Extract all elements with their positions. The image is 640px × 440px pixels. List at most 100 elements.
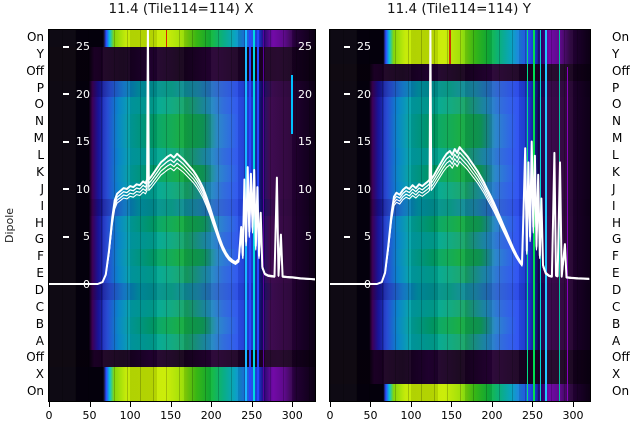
heatmap-row (330, 350, 590, 368)
heatmap-row (49, 80, 315, 98)
red-marker-line (165, 30, 168, 48)
value-tick-label: 20 (76, 87, 90, 101)
heatmap-row (49, 114, 315, 132)
heatmap-row (49, 266, 315, 284)
value-tick-label-right: 20 (298, 87, 312, 101)
heatmap-panel-x: 25 20 15 10 5 0 25 20 15 10 5 (48, 29, 316, 402)
heatmap-row (49, 131, 315, 149)
value-tick-dash (344, 45, 350, 48)
row-label-right: Off (612, 350, 630, 365)
row-label-left: On (26, 30, 44, 44)
x-tick-label: 100 (400, 409, 422, 422)
value-tick-dash (63, 235, 69, 238)
row-label-left: M (33, 131, 44, 146)
row-label-right: C (612, 299, 621, 314)
row-label-right: A (612, 333, 621, 348)
spectrum-line (330, 45, 590, 285)
spectrum-line (330, 36, 590, 285)
x-tick-mark (410, 401, 412, 407)
x-tick-mark (170, 401, 172, 407)
row-label-left: O (34, 97, 44, 112)
rfi-stripe (263, 30, 265, 401)
row-label-right: K (612, 164, 620, 179)
heatmap-row (330, 198, 590, 216)
row-label-left: F (37, 249, 44, 264)
x-tick-label: 0 (45, 409, 53, 422)
heatmap-row (49, 333, 315, 351)
value-tick-label: 10 (76, 182, 90, 196)
x-tick-mark (292, 401, 294, 407)
row-label-right: Off (612, 63, 630, 78)
value-tick-dash (63, 45, 69, 48)
row-label-right: Y (612, 46, 620, 61)
heatmap-row (49, 282, 315, 301)
rfi-stripe (291, 74, 293, 134)
heatmap-row (330, 46, 590, 65)
heatmap-row (49, 350, 315, 368)
heatmap-row (49, 46, 315, 65)
heatmap-panel-y: 25 20 15 10 5 0 (329, 29, 591, 402)
heatmap-row (49, 384, 315, 401)
row-label-left: Off (26, 350, 44, 365)
row-label-right: On (612, 30, 630, 44)
value-tick-label: 5 (364, 230, 371, 243)
row-label-left: G (34, 232, 44, 247)
x-tick-mark (532, 401, 534, 407)
x-tick-mark (330, 401, 331, 407)
row-label-left: D (34, 282, 44, 297)
row-label-left: C (35, 299, 44, 314)
row-label-left: N (35, 114, 44, 129)
heatmap-row (330, 63, 590, 82)
heatmap-row (49, 63, 315, 82)
heatmap-row (49, 232, 315, 250)
value-tick-label-right: 10 (298, 182, 312, 196)
x-tick-label: 150 (440, 409, 462, 422)
row-label-right: F (612, 249, 619, 264)
x-tick-mark (572, 401, 574, 407)
row-label-right: H (612, 215, 622, 230)
heatmap-row (330, 249, 590, 267)
heatmap-row (330, 282, 590, 301)
heatmap-row (330, 30, 590, 48)
row-label-right: X (612, 367, 621, 382)
value-tick-label: 15 (76, 135, 90, 148)
spectrum-line (330, 53, 590, 285)
row-label-left: Y (36, 46, 44, 61)
value-tick-dash (344, 140, 350, 143)
heatmap-row (330, 266, 590, 284)
x-tick-mark (491, 401, 493, 407)
x-tick-label: 0 (326, 409, 334, 422)
heatmap-row (49, 97, 315, 115)
value-tick-label-right: 15 (298, 135, 312, 148)
value-tick-label: 10 (357, 182, 371, 196)
heatmap-row (330, 384, 590, 401)
row-label-right: O (612, 97, 622, 112)
row-label-left: J (40, 181, 44, 196)
rfi-stripe (567, 67, 569, 401)
heatmap-row (330, 299, 590, 318)
value-tick-dash (344, 93, 350, 95)
x-tick-label: 100 (119, 409, 141, 422)
heatmap-row (330, 316, 590, 335)
x-tick-mark (211, 401, 213, 407)
row-label-right: M (612, 131, 623, 146)
x-tick-label: 150 (160, 409, 182, 422)
value-tick-dash (344, 188, 350, 190)
x-tick-mark (130, 401, 132, 407)
x-tick-mark (89, 401, 91, 407)
row-label-right: L (612, 148, 619, 163)
x-tick-label: 300 (562, 409, 584, 422)
row-label-right: J (612, 181, 616, 196)
value-tick-dash (344, 235, 350, 238)
row-label-right: D (612, 282, 622, 297)
x-tick-label: 200 (481, 409, 503, 422)
row-label-left: A (35, 333, 44, 348)
row-label-right: N (612, 114, 621, 129)
value-tick-dash (63, 93, 69, 95)
spectra-curves (330, 30, 590, 285)
x-tick-label: 50 (363, 409, 378, 422)
panel-y-title: 11.4 (Tile114=114) Y (387, 1, 531, 17)
heatmap-row (330, 114, 590, 132)
red-marker-line (449, 30, 451, 65)
row-label-right: G (612, 232, 622, 247)
